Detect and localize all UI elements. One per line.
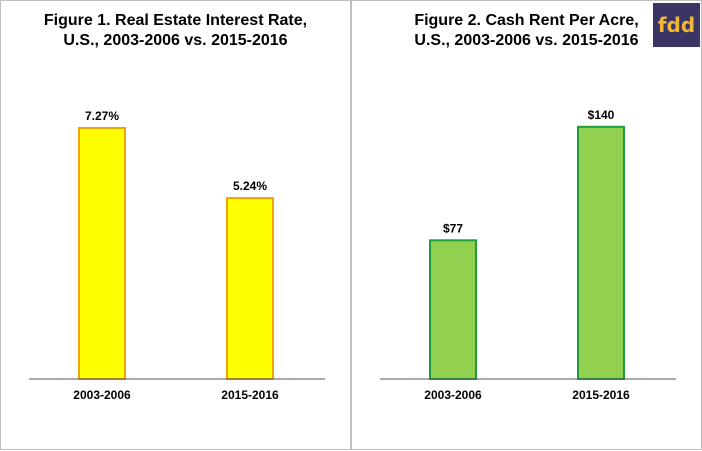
x-tick-label: 2015-2016 [221, 388, 279, 402]
bar-plot-interest-rate: 7.27% 2003-2006 5.24% 2015-2016 [29, 109, 325, 402]
bar-2003-2006 [78, 127, 126, 380]
chart-title-line-1: Figure 1. Real Estate Interest Rate, [43, 12, 308, 29]
logo-text: fdd [657, 13, 696, 37]
x-tick-label: 2015-2016 [572, 388, 630, 402]
fdd-logo: fdd [653, 3, 700, 47]
data-label: 5.24% [233, 179, 267, 193]
chart-title-line-2: U.S., 2003-2006 vs. 2015-2016 [414, 32, 639, 49]
bar-2015-2016 [577, 125, 625, 381]
data-label: $140 [588, 108, 615, 122]
x-tick-label: 2003-2006 [73, 388, 131, 402]
chart-panel-cash-rent: Figure 2. Cash Rent Per Acre, U.S., 2003… [351, 0, 702, 450]
chart-title: Figure 1. Real Estate Interest Rate, U.S… [1, 11, 350, 51]
bar-plot-cash-rent: $77 2003-2006 $140 2015-2016 [380, 108, 676, 402]
x-tick-label: 2003-2006 [424, 388, 482, 402]
bar-2003-2006 [429, 239, 477, 380]
bar-2015-2016 [226, 197, 274, 380]
chart-title-line-2: U.S., 2003-2006 vs. 2015-2016 [63, 32, 288, 49]
data-label: 7.27% [85, 109, 119, 123]
chart-panel-interest-rate: Figure 1. Real Estate Interest Rate, U.S… [0, 0, 351, 450]
chart-title-line-1: Figure 2. Cash Rent Per Acre, [414, 12, 639, 29]
chart-title: Figure 2. Cash Rent Per Acre, U.S., 2003… [352, 11, 701, 51]
data-label: $77 [443, 221, 463, 235]
